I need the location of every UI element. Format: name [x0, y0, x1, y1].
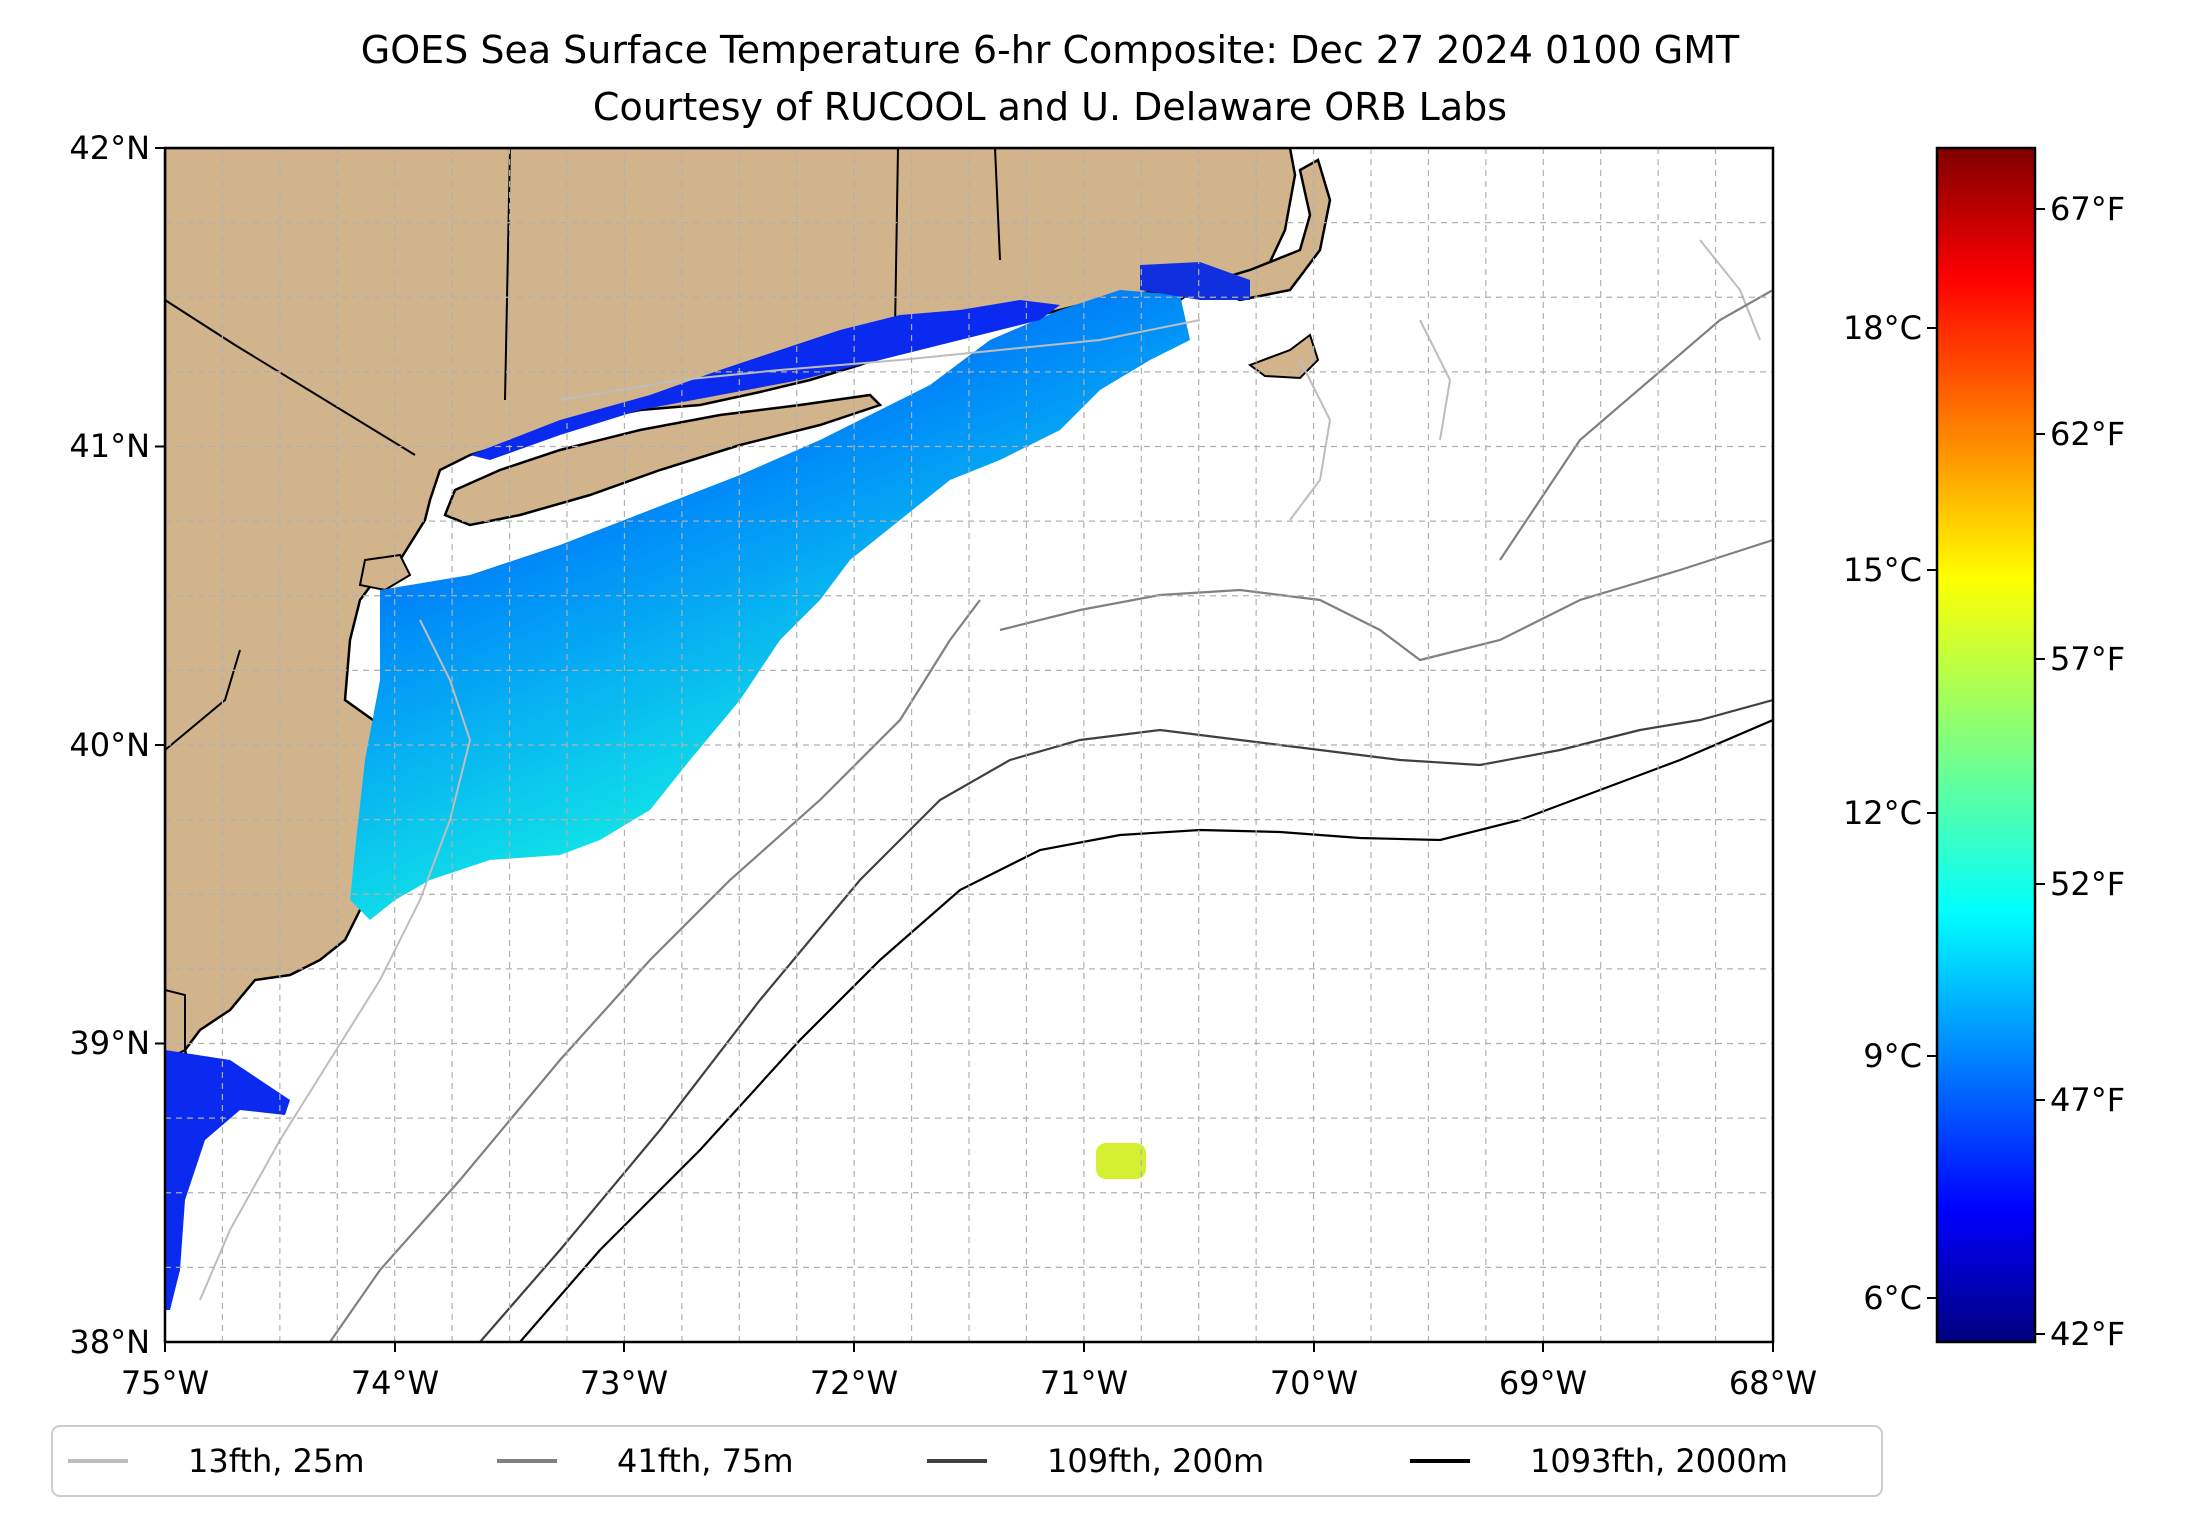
colorbar-celsius-ticks [1927, 327, 1937, 1299]
x-tick-label: 75°W [121, 1364, 209, 1402]
sst-field-ne [1140, 262, 1250, 300]
colorbar-fahrenheit-label: 42°F [2050, 1315, 2125, 1353]
land-nantucket [1247, 333, 1320, 380]
figure-title-line2: Courtesy of RUCOOL and U. Delaware ORB L… [593, 85, 1507, 129]
x-tick-label: 69°W [1499, 1364, 1587, 1402]
isobath-legend: 13fth, 25m 41fth, 75m 109fth, 200m 1093f… [51, 1425, 1883, 1497]
y-tick-label: 39°N [69, 1024, 150, 1062]
x-tick-label: 68°W [1729, 1364, 1817, 1402]
y-tick-label: 42°N [69, 129, 150, 167]
legend-label: 13fth, 25m [188, 1442, 364, 1480]
isobath-25m [199, 239, 1761, 1301]
sst-warm-eddy [1096, 1143, 1146, 1179]
land-delmarva [165, 988, 186, 1062]
x-axis-labels: 75°W 74°W 73°W 72°W 71°W 70°W 69°W 68°W [121, 1364, 1817, 1402]
colorbar-fahrenheit-label: 62°F [2050, 415, 2125, 453]
figure-title-line1: GOES Sea Surface Temperature 6-hr Compos… [361, 28, 1740, 72]
y-axis-labels: 38°N 39°N 40°N 41°N 42°N [69, 129, 150, 1361]
colorbar-fahrenheit-label: 57°F [2050, 640, 2125, 678]
sst-field-main [350, 290, 1190, 920]
legend-label: 1093fth, 2000m [1530, 1442, 1788, 1480]
colorbar-gradient [1935, 146, 2037, 1344]
map-gridlines [165, 148, 1773, 1342]
colorbar-celsius-label: 9°C [1863, 1037, 1922, 1075]
colorbar-fahrenheit-label: 67°F [2050, 190, 2125, 228]
y-tick-label: 40°N [69, 726, 150, 764]
state-borders [165, 148, 1001, 751]
colorbar-celsius-label: 15°C [1843, 551, 1922, 589]
x-tick-label: 71°W [1040, 1364, 1128, 1402]
map-panel [165, 148, 1773, 1342]
colorbar-fahrenheit-label: 47°F [2050, 1081, 2125, 1119]
x-tick-label: 70°W [1270, 1364, 1358, 1402]
legend-label: 109fth, 200m [1047, 1442, 1264, 1480]
sst-field-nearshore-south [165, 1050, 290, 1310]
legend-label: 41fth, 75m [617, 1442, 793, 1480]
land-cape-cod [1196, 158, 1332, 302]
colorbar-fahrenheit-ticks [2035, 208, 2045, 1335]
colorbar-celsius-label: 12°C [1843, 794, 1922, 832]
land-long-island [443, 393, 883, 527]
x-tick-label: 73°W [580, 1364, 668, 1402]
colorbar-celsius-label: 6°C [1863, 1279, 1922, 1317]
map-ticks [155, 147, 1774, 1352]
colorbar: 6°C 9°C 12°C 15°C 18°C 42°F 47°F 52°F 57… [1843, 146, 2125, 1353]
y-tick-label: 38°N [69, 1323, 150, 1361]
isobath-2000m [519, 718, 1773, 1342]
colorbar-celsius-label: 18°C [1843, 309, 1922, 347]
y-tick-label: 41°N [69, 427, 150, 465]
isobath-75m [329, 289, 1773, 1342]
x-tick-label: 72°W [810, 1364, 898, 1402]
sst-field-sound [470, 300, 1060, 460]
x-tick-label: 74°W [351, 1364, 439, 1402]
colorbar-fahrenheit-label: 52°F [2050, 865, 2125, 903]
